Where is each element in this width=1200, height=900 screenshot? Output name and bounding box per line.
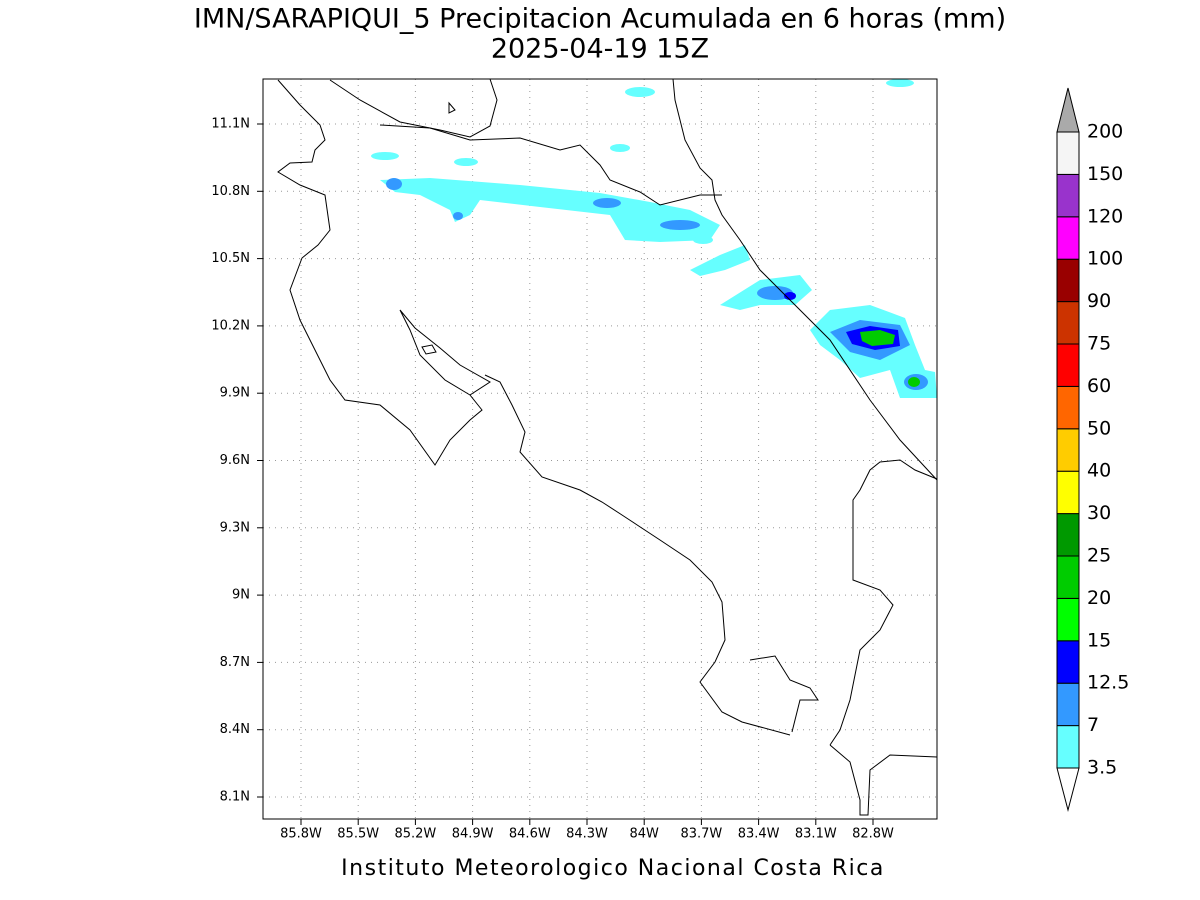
- lat-label: 9N: [232, 588, 250, 603]
- footer: Instituto Meteorologico Nacional Costa R…: [341, 856, 885, 881]
- colorbar-label: 40: [1087, 460, 1111, 482]
- lon-label: 83.1W: [795, 827, 837, 842]
- lat-label: 8.1N: [220, 790, 250, 805]
- colorbar-segment: [1056, 131, 1080, 175]
- colorbar-label: 200: [1087, 121, 1123, 143]
- plot-frame: [262, 78, 938, 820]
- lon-label: 84W: [629, 827, 659, 842]
- colorbar-label: 75: [1087, 333, 1111, 355]
- colorbar-segment: [1056, 216, 1080, 260]
- colorbar-segment: [1056, 640, 1080, 684]
- colorbar-over: [1056, 87, 1080, 133]
- precipitation: [371, 79, 937, 398]
- lon-label: 83.7W: [680, 827, 722, 842]
- colorbar-label: 150: [1087, 163, 1123, 185]
- colorbar-segment: [1056, 682, 1080, 727]
- lat-label: 10.5N: [211, 251, 250, 266]
- colorbar-segment: [1056, 725, 1080, 769]
- colorbar-label: 30: [1087, 502, 1111, 524]
- lon-label: 83.4W: [738, 827, 780, 842]
- lat-label: 8.7N: [220, 655, 250, 670]
- lon-label: 84.3W: [566, 827, 608, 842]
- colorbar-under: [1056, 767, 1080, 812]
- colorbar-segment: [1056, 428, 1080, 472]
- colorbar-label: 20: [1087, 587, 1111, 609]
- lon-label: 85.2W: [394, 827, 436, 842]
- colorbar-label: 90: [1087, 290, 1111, 312]
- lat-label: 9.9N: [220, 386, 250, 401]
- colorbar-label: 15: [1087, 629, 1111, 651]
- lon-label: 84.9W: [452, 827, 494, 842]
- colorbar-label: 100: [1087, 248, 1123, 270]
- lon-label: 84.6W: [509, 827, 551, 842]
- lat-label: 9.6N: [220, 453, 250, 468]
- lat-label: 10.8N: [211, 184, 250, 199]
- colorbar-segment: [1056, 173, 1080, 218]
- colorbar-segment: [1056, 555, 1080, 599]
- subtitle: 2025-04-19 15Z: [491, 34, 709, 65]
- colorbar-label: 3.5: [1087, 757, 1117, 779]
- colorbar-segment: [1056, 301, 1080, 345]
- colorbar-label: 25: [1087, 545, 1111, 567]
- lat-label: 10.2N: [211, 318, 250, 333]
- lon-label: 82.8W: [852, 827, 894, 842]
- colorbar-segment: [1056, 597, 1080, 642]
- lat-label: 8.4N: [220, 722, 250, 737]
- colorbar-label: 12.5: [1087, 672, 1129, 694]
- colorbar-label: 7: [1087, 714, 1099, 736]
- colorbar-segment: [1056, 385, 1080, 430]
- lat-label: 11.1N: [211, 117, 250, 132]
- lon-label: 85.8W: [280, 827, 322, 842]
- grid: [257, 79, 937, 825]
- colorbar-label: 50: [1087, 417, 1111, 439]
- colorbar-label: 60: [1087, 375, 1111, 397]
- colorbar-segment: [1056, 258, 1080, 303]
- colorbar-label: 120: [1087, 205, 1123, 227]
- lon-label: 85.5W: [337, 827, 379, 842]
- title: IMN/SARAPIQUI_5 Precipitacion Acumulada …: [194, 4, 1006, 35]
- coastline: [277, 78, 938, 816]
- colorbar-segment: [1056, 343, 1080, 387]
- lat-label: 9.3N: [220, 520, 250, 535]
- colorbar-segment: [1056, 513, 1080, 557]
- colorbar: 3.5 7 12.5 15 20 25 30 40 50 60 75 90 100 120 150 200: [1056, 87, 1129, 812]
- colorbar-segment: [1056, 470, 1080, 515]
